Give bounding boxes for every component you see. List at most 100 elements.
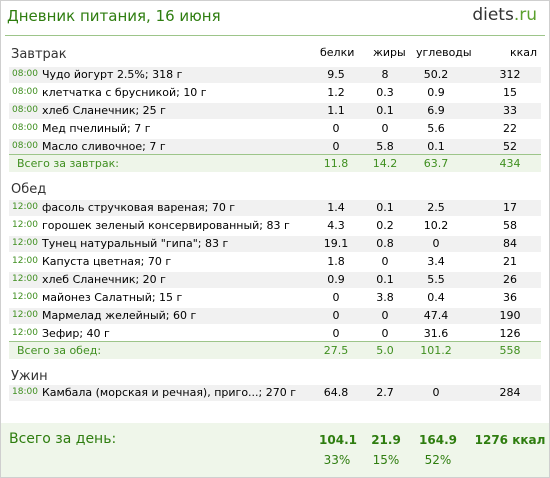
- food-fat: 2.7: [376, 386, 394, 399]
- food-kcal: 26: [503, 273, 517, 286]
- food-protein: 0: [332, 327, 340, 340]
- food-name[interactable]: клетчатка с брусникой; 10 г: [42, 86, 207, 99]
- meal-total-row: Всего за обед: 27.5 5.0 101.2 558: [9, 341, 541, 359]
- food-kcal: 21: [503, 255, 517, 268]
- food-row[interactable]: 12:00 Мармелад желейный; 60 г 0 0 47.4 190: [9, 308, 541, 324]
- food-protein: 0: [332, 122, 340, 135]
- food-row[interactable]: 08:00 Масло сливочное; 7 г 0 5.8 0.1 52: [9, 139, 541, 155]
- food-protein: 9.5: [327, 68, 345, 81]
- food-carbs: 0: [432, 237, 440, 250]
- food-row[interactable]: 18:00 Камбала (морская и речная), приго..…: [9, 385, 541, 401]
- food-carbs: 5.6: [427, 122, 445, 135]
- food-row[interactable]: 08:00 Мед пчелиный; 7 г 0 0 5.6 22: [9, 121, 541, 137]
- meal-total-row: Всего за завтрак: 11.8 14.2 63.7 434: [9, 154, 541, 172]
- food-fat: 0: [381, 122, 389, 135]
- logo-dot: .: [513, 5, 520, 25]
- food-time: 08:00: [12, 141, 38, 151]
- food-protein: 4.3: [327, 219, 345, 232]
- meal-total-carbs: 101.2: [420, 344, 452, 357]
- food-fat: 0: [381, 255, 389, 268]
- food-name[interactable]: Зефир; 40 г: [42, 327, 110, 340]
- food-kcal: 126: [499, 327, 521, 340]
- day-total-label: Всего за день:: [9, 431, 117, 447]
- food-name[interactable]: Чудо йогурт 2.5%; 318 г: [42, 68, 183, 81]
- food-row[interactable]: 08:00 хлеб Сланечник; 25 г 1.1 0.1 6.9 33: [9, 103, 541, 119]
- food-fat: 0.1: [376, 104, 394, 117]
- food-fat: 0: [381, 309, 389, 322]
- food-time: 08:00: [12, 87, 38, 97]
- food-name[interactable]: майонез Салатный; 15 г: [42, 291, 183, 304]
- food-fat: 0.1: [376, 201, 394, 214]
- food-time: 12:00: [12, 220, 38, 230]
- meal-total-fat: 5.0: [376, 344, 394, 357]
- food-kcal: 284: [499, 386, 521, 399]
- meal-section-title: Обед: [11, 182, 47, 197]
- food-carbs: 6.9: [427, 104, 445, 117]
- food-name[interactable]: хлеб Сланечник; 20 г: [42, 273, 166, 286]
- day-carbs-percent: 52%: [424, 453, 452, 467]
- food-protein: 19.1: [323, 237, 349, 250]
- day-fat-percent: 15%: [372, 453, 400, 467]
- food-row[interactable]: 12:00 фасоль стручковая вареная; 70 г 1.4 0…: [9, 200, 541, 216]
- food-row[interactable]: 08:00 клетчатка с брусникой; 10 г 1.2 0.3 0.…: [9, 85, 541, 101]
- meal-total-label: Всего за завтрак:: [17, 157, 120, 170]
- food-time: 12:00: [12, 310, 38, 320]
- food-kcal: 52: [503, 140, 517, 153]
- meal-section-title: Ужин: [11, 369, 48, 384]
- logo-main: diets: [472, 5, 514, 25]
- food-time: 12:00: [12, 256, 38, 266]
- food-fat: 0.2: [376, 219, 394, 232]
- food-carbs: 31.6: [423, 327, 449, 340]
- food-row[interactable]: 12:00 хлеб Сланечник; 20 г 0.9 0.1 5.5 26: [9, 272, 541, 288]
- food-kcal: 33: [503, 104, 517, 117]
- food-kcal: 36: [503, 291, 517, 304]
- food-protein: 0: [332, 140, 340, 153]
- food-name[interactable]: Камбала (морская и речная), приго...; 27…: [42, 386, 297, 399]
- food-kcal: 22: [503, 122, 517, 135]
- food-time: 12:00: [12, 238, 38, 248]
- food-name[interactable]: фасоль стручковая вареная; 70 г: [42, 201, 236, 214]
- food-kcal: 190: [499, 309, 521, 322]
- food-time: 18:00: [12, 387, 38, 397]
- food-kcal: 58: [503, 219, 517, 232]
- food-name[interactable]: горошек зеленый консервированный; 83 г: [42, 219, 290, 232]
- food-protein: 0: [332, 291, 340, 304]
- logo-tld: ru: [519, 5, 537, 25]
- column-header-kcal: ккал: [510, 46, 538, 59]
- food-carbs: 3.4: [427, 255, 445, 268]
- food-protein: 64.8: [323, 386, 349, 399]
- diets-logo[interactable]: diets.ru: [472, 5, 537, 25]
- food-row[interactable]: 12:00 Капуста цветная; 70 г 1.8 0 3.4 21: [9, 254, 541, 270]
- food-time: 12:00: [12, 292, 38, 302]
- food-kcal: 84: [503, 237, 517, 250]
- column-header-fat: жиры: [373, 46, 406, 59]
- food-row[interactable]: 12:00 Зефир; 40 г 0 0 31.6 126: [9, 326, 541, 342]
- food-time: 12:00: [12, 202, 38, 212]
- food-row[interactable]: 12:00 горошек зеленый консервированный; 8…: [9, 218, 541, 234]
- food-name[interactable]: Капуста цветная; 70 г: [42, 255, 172, 268]
- food-name[interactable]: Мед пчелиный; 7 г: [42, 122, 151, 135]
- food-row[interactable]: 12:00 майонез Салатный; 15 г 0 3.8 0.4 36: [9, 290, 541, 306]
- food-carbs: 47.4: [423, 309, 449, 322]
- food-fat: 0.1: [376, 273, 394, 286]
- food-name[interactable]: Мармелад желейный; 60 г: [42, 309, 197, 322]
- food-protein: 0: [332, 309, 340, 322]
- food-carbs: 5.5: [427, 273, 445, 286]
- food-time: 12:00: [12, 328, 38, 338]
- food-name[interactable]: Тунец натуральный "гипа"; 83 г: [42, 237, 229, 250]
- food-fat: 5.8: [376, 140, 394, 153]
- food-fat: 8: [381, 68, 389, 81]
- food-row[interactable]: 08:00 Чудо йогурт 2.5%; 318 г 9.5 8 50.2 312: [9, 67, 541, 83]
- food-protein: 1.4: [327, 201, 345, 214]
- food-name[interactable]: Масло сливочное; 7 г: [42, 140, 166, 153]
- header-divider: [5, 35, 545, 36]
- food-time: 08:00: [12, 69, 38, 79]
- food-row[interactable]: 12:00 Тунец натуральный "гипа"; 83 г 19.1 0…: [9, 236, 541, 252]
- day-protein-percent: 33%: [323, 453, 351, 467]
- food-carbs: 0: [432, 386, 440, 399]
- food-name[interactable]: хлеб Сланечник; 25 г: [42, 104, 166, 117]
- meal-total-fat: 14.2: [372, 157, 398, 170]
- food-fat: 0.3: [376, 86, 394, 99]
- food-time: 08:00: [12, 123, 38, 133]
